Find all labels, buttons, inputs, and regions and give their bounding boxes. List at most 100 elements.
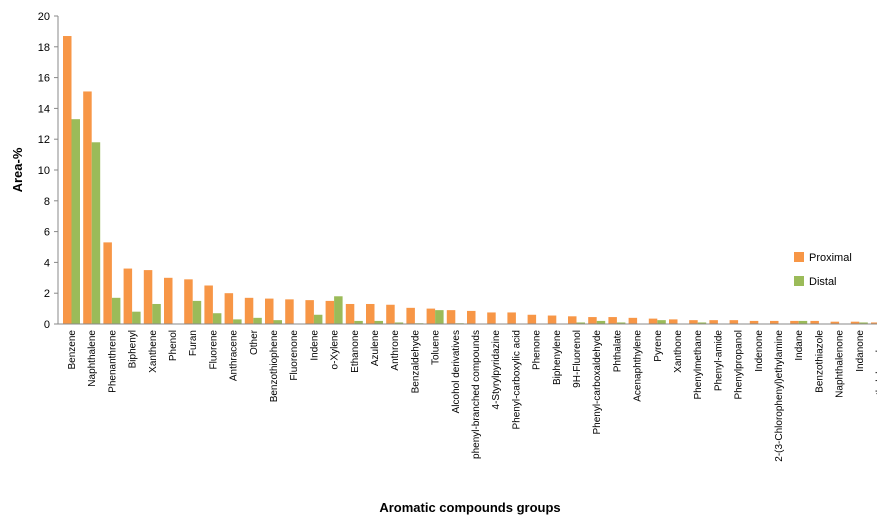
bar-proximal [810, 320, 819, 324]
x-category-label: Phenone [532, 330, 543, 370]
bar-distal [576, 322, 585, 324]
bar-proximal [669, 319, 678, 324]
x-category-label: Furan [188, 330, 199, 356]
x-category-label: Anthrone [390, 330, 401, 371]
bar-proximal [366, 303, 375, 324]
x-category-label: Benzothiophene [269, 330, 280, 403]
x-category-label: Azulene [370, 330, 381, 367]
bar-proximal [790, 320, 799, 324]
bar-distal [354, 320, 363, 324]
x-category-label: Acenaphthylene [633, 330, 644, 402]
bar-distal [697, 322, 707, 324]
bar-distal [859, 322, 868, 324]
bar-distal [374, 320, 383, 324]
bars [63, 36, 877, 325]
bar-distal [616, 322, 626, 324]
y-tick-label: 12 [38, 134, 50, 146]
x-category-label: Phenyl-amide [713, 330, 724, 392]
x-category-label: Phthalate [612, 330, 623, 373]
bar-proximal [628, 317, 638, 324]
bar-distal [233, 319, 242, 324]
bar-distal [273, 320, 282, 324]
y-axis-ticks: 0 2 4 6 8 10 12 14 16 18 20 [38, 11, 58, 331]
bar-distal [798, 320, 808, 324]
y-tick-label: 18 [38, 42, 50, 54]
y-tick-label: 8 [44, 196, 50, 208]
x-category-label: 9H-Fluorenol [572, 330, 583, 388]
bar-distal [111, 297, 121, 324]
bar-proximal [608, 317, 617, 324]
bar-proximal [871, 322, 877, 324]
x-category-label: Benzene [67, 330, 78, 370]
x-category-label: Xanthene [148, 330, 159, 373]
x-axis-title: Aromatic compounds groups [379, 500, 560, 515]
bar-proximal [164, 277, 173, 324]
x-category-label: methylphenylurea [875, 330, 877, 409]
x-category-label: Fluorenone [289, 330, 300, 381]
x-category-label: Benzaldehyde [410, 330, 421, 394]
y-tick-label: 0 [44, 319, 50, 331]
x-category-label: Indene [309, 330, 320, 361]
x-category-label: Ethanone [350, 330, 361, 373]
x-category-label: Anthracene [229, 330, 240, 382]
bar-proximal [770, 320, 779, 324]
y-axis-title: Area-% [10, 147, 25, 192]
x-category-label: Fluorene [208, 330, 219, 370]
legend: Proximal Distal [794, 252, 852, 288]
legend-label-distal: Distal [809, 276, 837, 288]
y-tick-label: 16 [38, 73, 50, 85]
x-category-label: Pyrene [653, 330, 664, 362]
bar-proximal [265, 298, 274, 324]
y-tick-label: 14 [38, 103, 50, 115]
bar-distal [71, 119, 80, 325]
bar-proximal [487, 312, 496, 324]
x-category-label: o-Xylene [330, 330, 341, 370]
x-category-label: Phenanthrene [107, 330, 118, 393]
bar-proximal [709, 320, 718, 324]
bar-proximal [507, 312, 516, 324]
x-category-label: Indenone [754, 330, 765, 372]
bar-proximal [689, 320, 698, 324]
x-category-label: Alcohol derivatives [451, 330, 462, 413]
bar-distal [596, 320, 606, 324]
bar-proximal [143, 270, 153, 324]
bar-proximal [406, 307, 415, 324]
bar-proximal [305, 300, 314, 324]
x-category-label: Indanone [855, 330, 866, 372]
x-category-label: Indane [794, 330, 805, 361]
bar-distal [657, 320, 666, 324]
y-tick-label: 10 [38, 165, 50, 177]
x-axis-category-labels: Benzene Naphthalene Phenanthrene Biphenyl Xa… [67, 329, 877, 461]
bar-proximal [527, 314, 537, 324]
legend-label-proximal: Proximal [809, 252, 852, 264]
bar-proximal [446, 310, 456, 324]
bar-proximal [749, 320, 759, 324]
bar-proximal [103, 242, 112, 324]
x-category-label: Biphenylene [552, 330, 563, 385]
bar-proximal [224, 293, 234, 324]
bar-proximal [63, 36, 72, 325]
legend-swatch-proximal [794, 252, 804, 262]
bar-proximal [204, 285, 213, 324]
x-category-label: Phenol [168, 330, 179, 361]
y-tick-label: 20 [38, 11, 50, 23]
bar-distal [253, 317, 262, 324]
x-category-label: Naphthalene [87, 330, 98, 387]
bar-proximal [830, 321, 840, 324]
bar-proximal [345, 303, 355, 324]
y-tick-label: 4 [44, 257, 50, 269]
bar-proximal [729, 320, 739, 324]
bar-distal [435, 310, 444, 324]
x-category-label: 4-Styrylpyridazine [491, 330, 502, 410]
x-category-label: Toluene [431, 330, 442, 365]
bar-distal [334, 296, 343, 324]
bar-distal [394, 322, 404, 324]
x-category-label: 2-(3-Chlorophenyl)ethylamine [774, 330, 785, 462]
bar-proximal [588, 317, 597, 324]
bar-proximal [467, 310, 476, 324]
x-category-label: Phenylmethane [693, 330, 704, 400]
legend-swatch-distal [794, 276, 804, 286]
y-tick-label: 6 [44, 227, 50, 239]
bar-proximal [325, 300, 335, 324]
